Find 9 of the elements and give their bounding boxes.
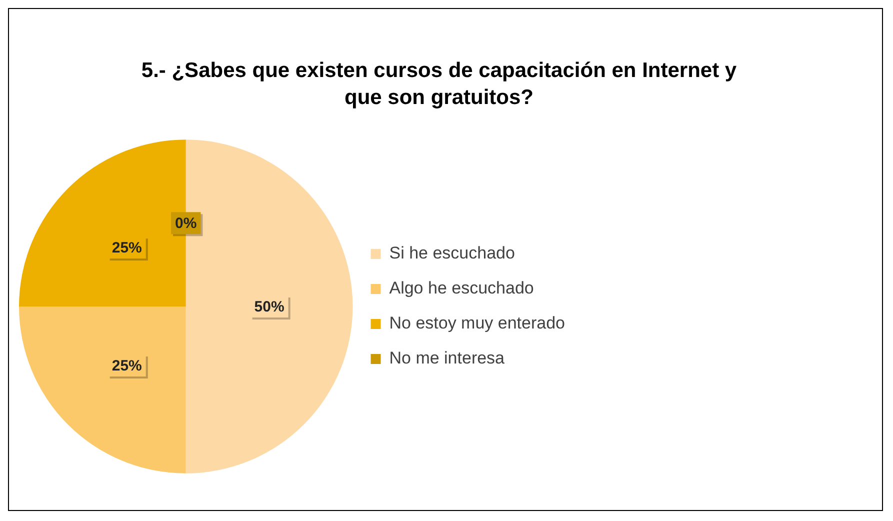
text: 0% <box>175 215 197 232</box>
chart-title: 5.- ¿Sabes que existen cursos de capacitación en Internet y que son gratuitos? <box>140 58 738 111</box>
data-label: 50% <box>254 298 284 316</box>
data-label: 25% <box>112 240 142 257</box>
legend-label: No estoy muy enterado <box>389 314 566 333</box>
data-label: 25% <box>112 358 142 375</box>
legend-label: Algo he escuchado <box>389 278 534 298</box>
legend-label: Si he escuchado <box>389 244 515 263</box>
legend-label: No me interesa <box>389 348 506 368</box>
